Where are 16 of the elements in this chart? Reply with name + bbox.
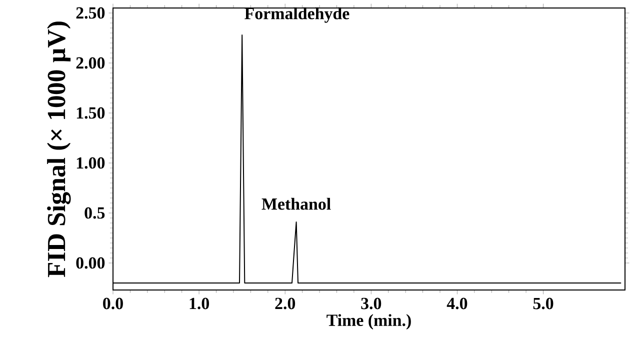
y-tick-label: 1.50 xyxy=(76,107,105,119)
y-tick-label: 2.50 xyxy=(76,7,105,19)
y-tick-label: 2.00 xyxy=(76,57,105,69)
annotation: Methanol xyxy=(262,198,331,210)
x-axis-title: Time (min.) xyxy=(326,314,411,330)
y-axis-title: FID Signal (× 1000 µV) xyxy=(47,22,71,278)
x-tick-label: 5.0 xyxy=(533,298,554,310)
x-tick-label: 1.0 xyxy=(190,298,209,310)
x-tick-label: 2.0 xyxy=(275,298,296,310)
annotation: Formaldehyde xyxy=(244,7,350,23)
y-tick-label: 0.5 xyxy=(84,207,105,219)
x-tick-label: 4.0 xyxy=(446,298,468,310)
y-tick-label: 1.00 xyxy=(76,157,105,169)
x-tick-label: 0.0 xyxy=(103,298,123,310)
y-tick-label: 0.00 xyxy=(76,257,105,269)
x-tick-label: 3.0 xyxy=(361,298,382,310)
